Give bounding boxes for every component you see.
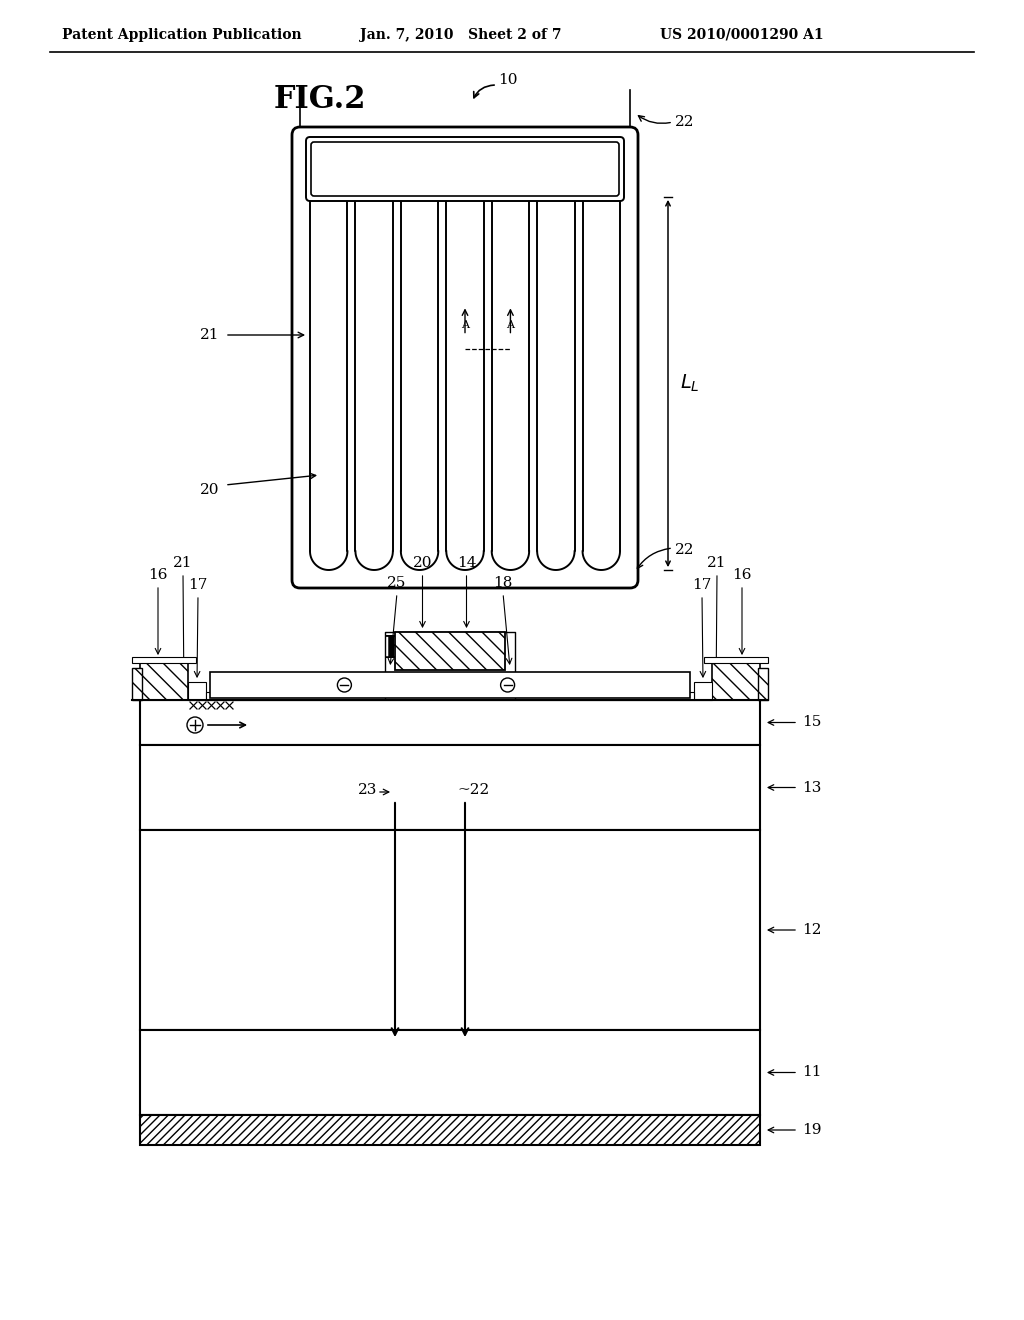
- Text: 22: 22: [675, 543, 694, 557]
- Text: A: A: [507, 321, 514, 330]
- Text: FIG.3: FIG.3: [384, 635, 476, 665]
- Text: 13: 13: [802, 780, 821, 795]
- Bar: [712, 660, 760, 700]
- Bar: [140, 744, 760, 830]
- Text: Jan. 7, 2010   Sheet 2 of 7: Jan. 7, 2010 Sheet 2 of 7: [360, 28, 561, 42]
- Text: US 2010/0001290 A1: US 2010/0001290 A1: [660, 28, 823, 42]
- Text: 23: 23: [357, 783, 377, 797]
- Bar: [705, 657, 768, 663]
- Text: A: A: [461, 321, 469, 330]
- Bar: [140, 1115, 760, 1144]
- Text: FIG.2: FIG.2: [273, 84, 367, 116]
- Bar: [188, 682, 206, 700]
- Text: 17: 17: [692, 578, 712, 591]
- Text: 19: 19: [802, 1123, 821, 1137]
- Text: 20: 20: [413, 556, 432, 570]
- Text: $L_L$: $L_L$: [680, 372, 699, 395]
- Bar: [694, 682, 712, 700]
- Text: 16: 16: [732, 568, 752, 582]
- Text: 14: 14: [457, 556, 476, 570]
- Bar: [132, 657, 196, 663]
- Bar: [132, 668, 142, 700]
- Bar: [140, 660, 188, 700]
- Bar: [395, 632, 505, 671]
- FancyBboxPatch shape: [292, 127, 638, 587]
- Bar: [758, 668, 768, 700]
- Text: 21: 21: [173, 556, 193, 570]
- Bar: [140, 1030, 760, 1115]
- Bar: [206, 692, 694, 700]
- Text: 16: 16: [148, 568, 168, 582]
- Text: 21: 21: [200, 327, 219, 342]
- Text: ~22: ~22: [457, 783, 489, 797]
- Text: 25: 25: [387, 576, 407, 590]
- Text: 18: 18: [494, 576, 513, 590]
- FancyBboxPatch shape: [311, 143, 618, 195]
- Text: 12: 12: [802, 923, 821, 937]
- Text: Patent Application Publication: Patent Application Publication: [62, 28, 302, 42]
- Bar: [140, 700, 760, 744]
- Text: 10: 10: [498, 73, 517, 87]
- Bar: [140, 830, 760, 1030]
- Text: 17: 17: [188, 578, 208, 591]
- Text: 11: 11: [802, 1065, 821, 1080]
- FancyBboxPatch shape: [306, 137, 624, 201]
- Text: 21: 21: [708, 556, 727, 570]
- Text: 15: 15: [802, 715, 821, 730]
- Text: 22: 22: [675, 115, 694, 129]
- Bar: [210, 672, 690, 698]
- Text: 20: 20: [200, 483, 219, 498]
